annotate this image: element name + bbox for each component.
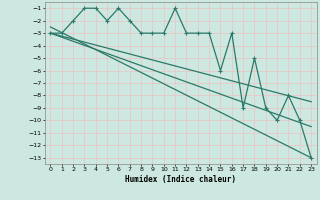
X-axis label: Humidex (Indice chaleur): Humidex (Indice chaleur)	[125, 175, 236, 184]
